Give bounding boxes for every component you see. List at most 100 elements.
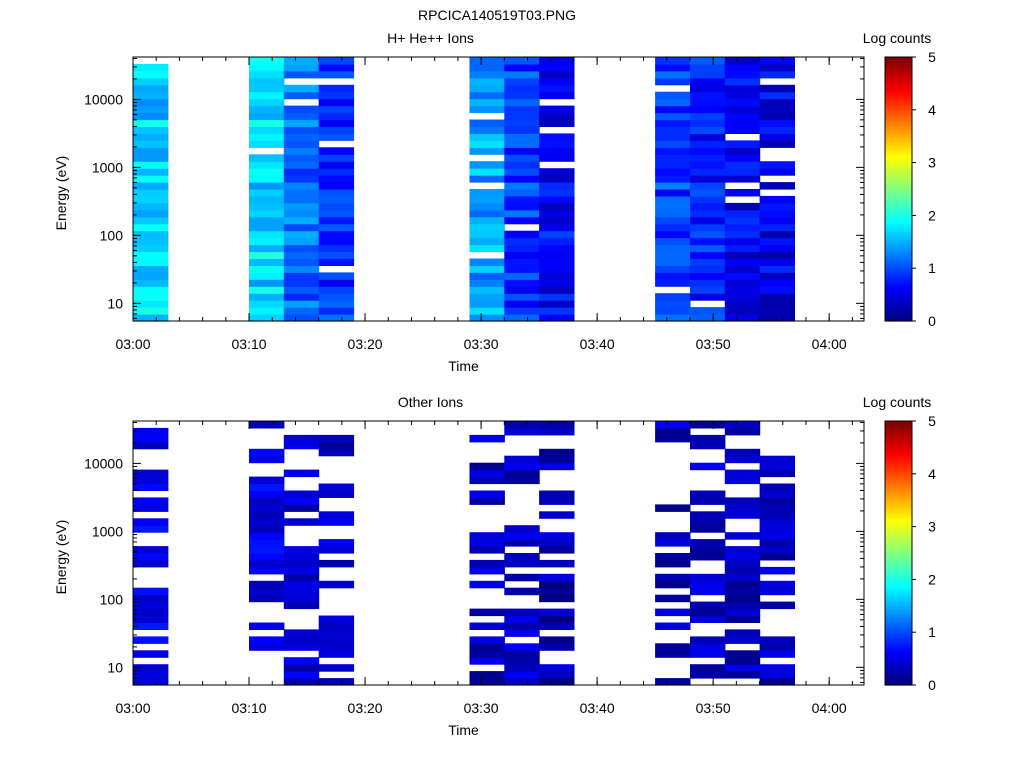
data-column bbox=[504, 57, 540, 322]
colorbar-swatch bbox=[885, 93, 912, 98]
data-cell bbox=[283, 154, 320, 162]
colorbar-swatch bbox=[885, 141, 912, 145]
data-cell bbox=[133, 434, 169, 443]
data-cell bbox=[724, 615, 761, 623]
data-cell bbox=[133, 230, 169, 239]
colorbar-swatch bbox=[885, 487, 912, 491]
data-cell bbox=[690, 293, 726, 301]
data-cell bbox=[655, 314, 691, 322]
colorbar-swatch bbox=[885, 442, 912, 446]
data-cell bbox=[249, 314, 285, 322]
data-cell bbox=[504, 650, 540, 658]
data-cell bbox=[504, 98, 540, 107]
data-cell bbox=[655, 216, 691, 225]
data-cell bbox=[539, 427, 575, 436]
colorbar-swatch bbox=[885, 613, 912, 617]
data-cell bbox=[318, 216, 355, 225]
data-cell bbox=[133, 286, 169, 294]
colorbar-swatch bbox=[885, 62, 912, 66]
data-cell bbox=[759, 209, 795, 218]
data-cell bbox=[283, 594, 320, 603]
colorbar-swatch bbox=[885, 558, 912, 562]
colorbar-swatch bbox=[885, 278, 912, 282]
data-cell bbox=[249, 594, 285, 603]
data-cell bbox=[249, 216, 285, 225]
colorbar-swatch bbox=[885, 489, 912, 493]
colorbar-swatch bbox=[885, 600, 912, 604]
colorbar-swatch bbox=[885, 626, 912, 631]
data-cell bbox=[318, 622, 355, 630]
data-cell bbox=[318, 293, 355, 301]
colorbar-swatch bbox=[885, 539, 912, 544]
data-cell bbox=[469, 286, 505, 294]
colorbar-swatch bbox=[885, 167, 912, 172]
data-cell bbox=[690, 202, 726, 211]
data-cell bbox=[133, 469, 169, 478]
data-cell bbox=[504, 105, 540, 114]
data-cell bbox=[759, 678, 795, 686]
data-cell bbox=[759, 258, 795, 266]
data-cell bbox=[249, 265, 285, 273]
data-cell bbox=[724, 98, 761, 107]
colorbar-swatch bbox=[885, 194, 912, 198]
data-cell bbox=[249, 161, 285, 169]
data-cell bbox=[249, 272, 285, 280]
data-cell bbox=[318, 314, 355, 322]
data-cell bbox=[283, 57, 320, 65]
data-cell bbox=[283, 580, 320, 589]
data-cell bbox=[318, 119, 355, 127]
data-cell bbox=[469, 119, 505, 127]
data-cell bbox=[759, 112, 795, 121]
colorbar-swatch bbox=[885, 88, 912, 92]
data-cell bbox=[249, 182, 285, 190]
data-cell bbox=[690, 189, 726, 197]
data-cell bbox=[318, 126, 355, 134]
data-cell bbox=[724, 511, 761, 519]
data-cell bbox=[283, 441, 320, 450]
data-cell bbox=[469, 636, 505, 644]
colorbar-swatch bbox=[885, 560, 912, 565]
data-cell bbox=[249, 546, 285, 554]
y-tick-label: 10 bbox=[107, 295, 123, 311]
data-cell bbox=[469, 244, 505, 253]
data-cell bbox=[283, 175, 320, 183]
colorbar-swatch bbox=[885, 152, 912, 156]
colorbar-swatch bbox=[885, 481, 912, 485]
colorbar-swatch bbox=[885, 648, 912, 652]
data-cell bbox=[469, 462, 505, 471]
colorbar-swatch bbox=[885, 115, 912, 119]
data-cell bbox=[690, 462, 726, 471]
data-cell bbox=[690, 279, 726, 287]
data-cell bbox=[318, 539, 355, 547]
x-axis-label: Time bbox=[448, 722, 479, 738]
colorbar-swatch bbox=[885, 545, 912, 549]
data-cell bbox=[283, 559, 320, 568]
colorbar-swatch bbox=[885, 605, 912, 610]
colorbar-swatch bbox=[885, 669, 912, 673]
colorbar-swatch bbox=[885, 146, 912, 150]
colorbar-swatch bbox=[885, 183, 912, 187]
data-cell bbox=[249, 539, 285, 547]
colorbar-swatch bbox=[885, 186, 912, 190]
data-cell bbox=[539, 189, 575, 197]
data-cell bbox=[539, 140, 575, 148]
colorbar-swatch bbox=[885, 128, 912, 132]
data-cell bbox=[318, 441, 355, 450]
data-cell bbox=[690, 307, 726, 315]
data-cell bbox=[133, 622, 169, 630]
colorbar-swatch bbox=[885, 249, 912, 253]
data-cell bbox=[133, 112, 169, 121]
data-cell bbox=[759, 601, 795, 610]
data-cell bbox=[504, 126, 540, 134]
colorbar: 0 1 2 3 4 5 Log counts bbox=[863, 394, 936, 693]
colorbar-swatch bbox=[885, 67, 912, 71]
data-cell bbox=[724, 553, 761, 561]
data-cell bbox=[724, 601, 761, 610]
colorbar-swatch bbox=[885, 547, 912, 551]
data-cell bbox=[504, 77, 540, 86]
data-cell bbox=[759, 265, 795, 273]
data-cell bbox=[283, 629, 320, 637]
data-cell bbox=[249, 57, 285, 65]
data-cell bbox=[539, 258, 575, 266]
data-cell bbox=[249, 244, 285, 253]
